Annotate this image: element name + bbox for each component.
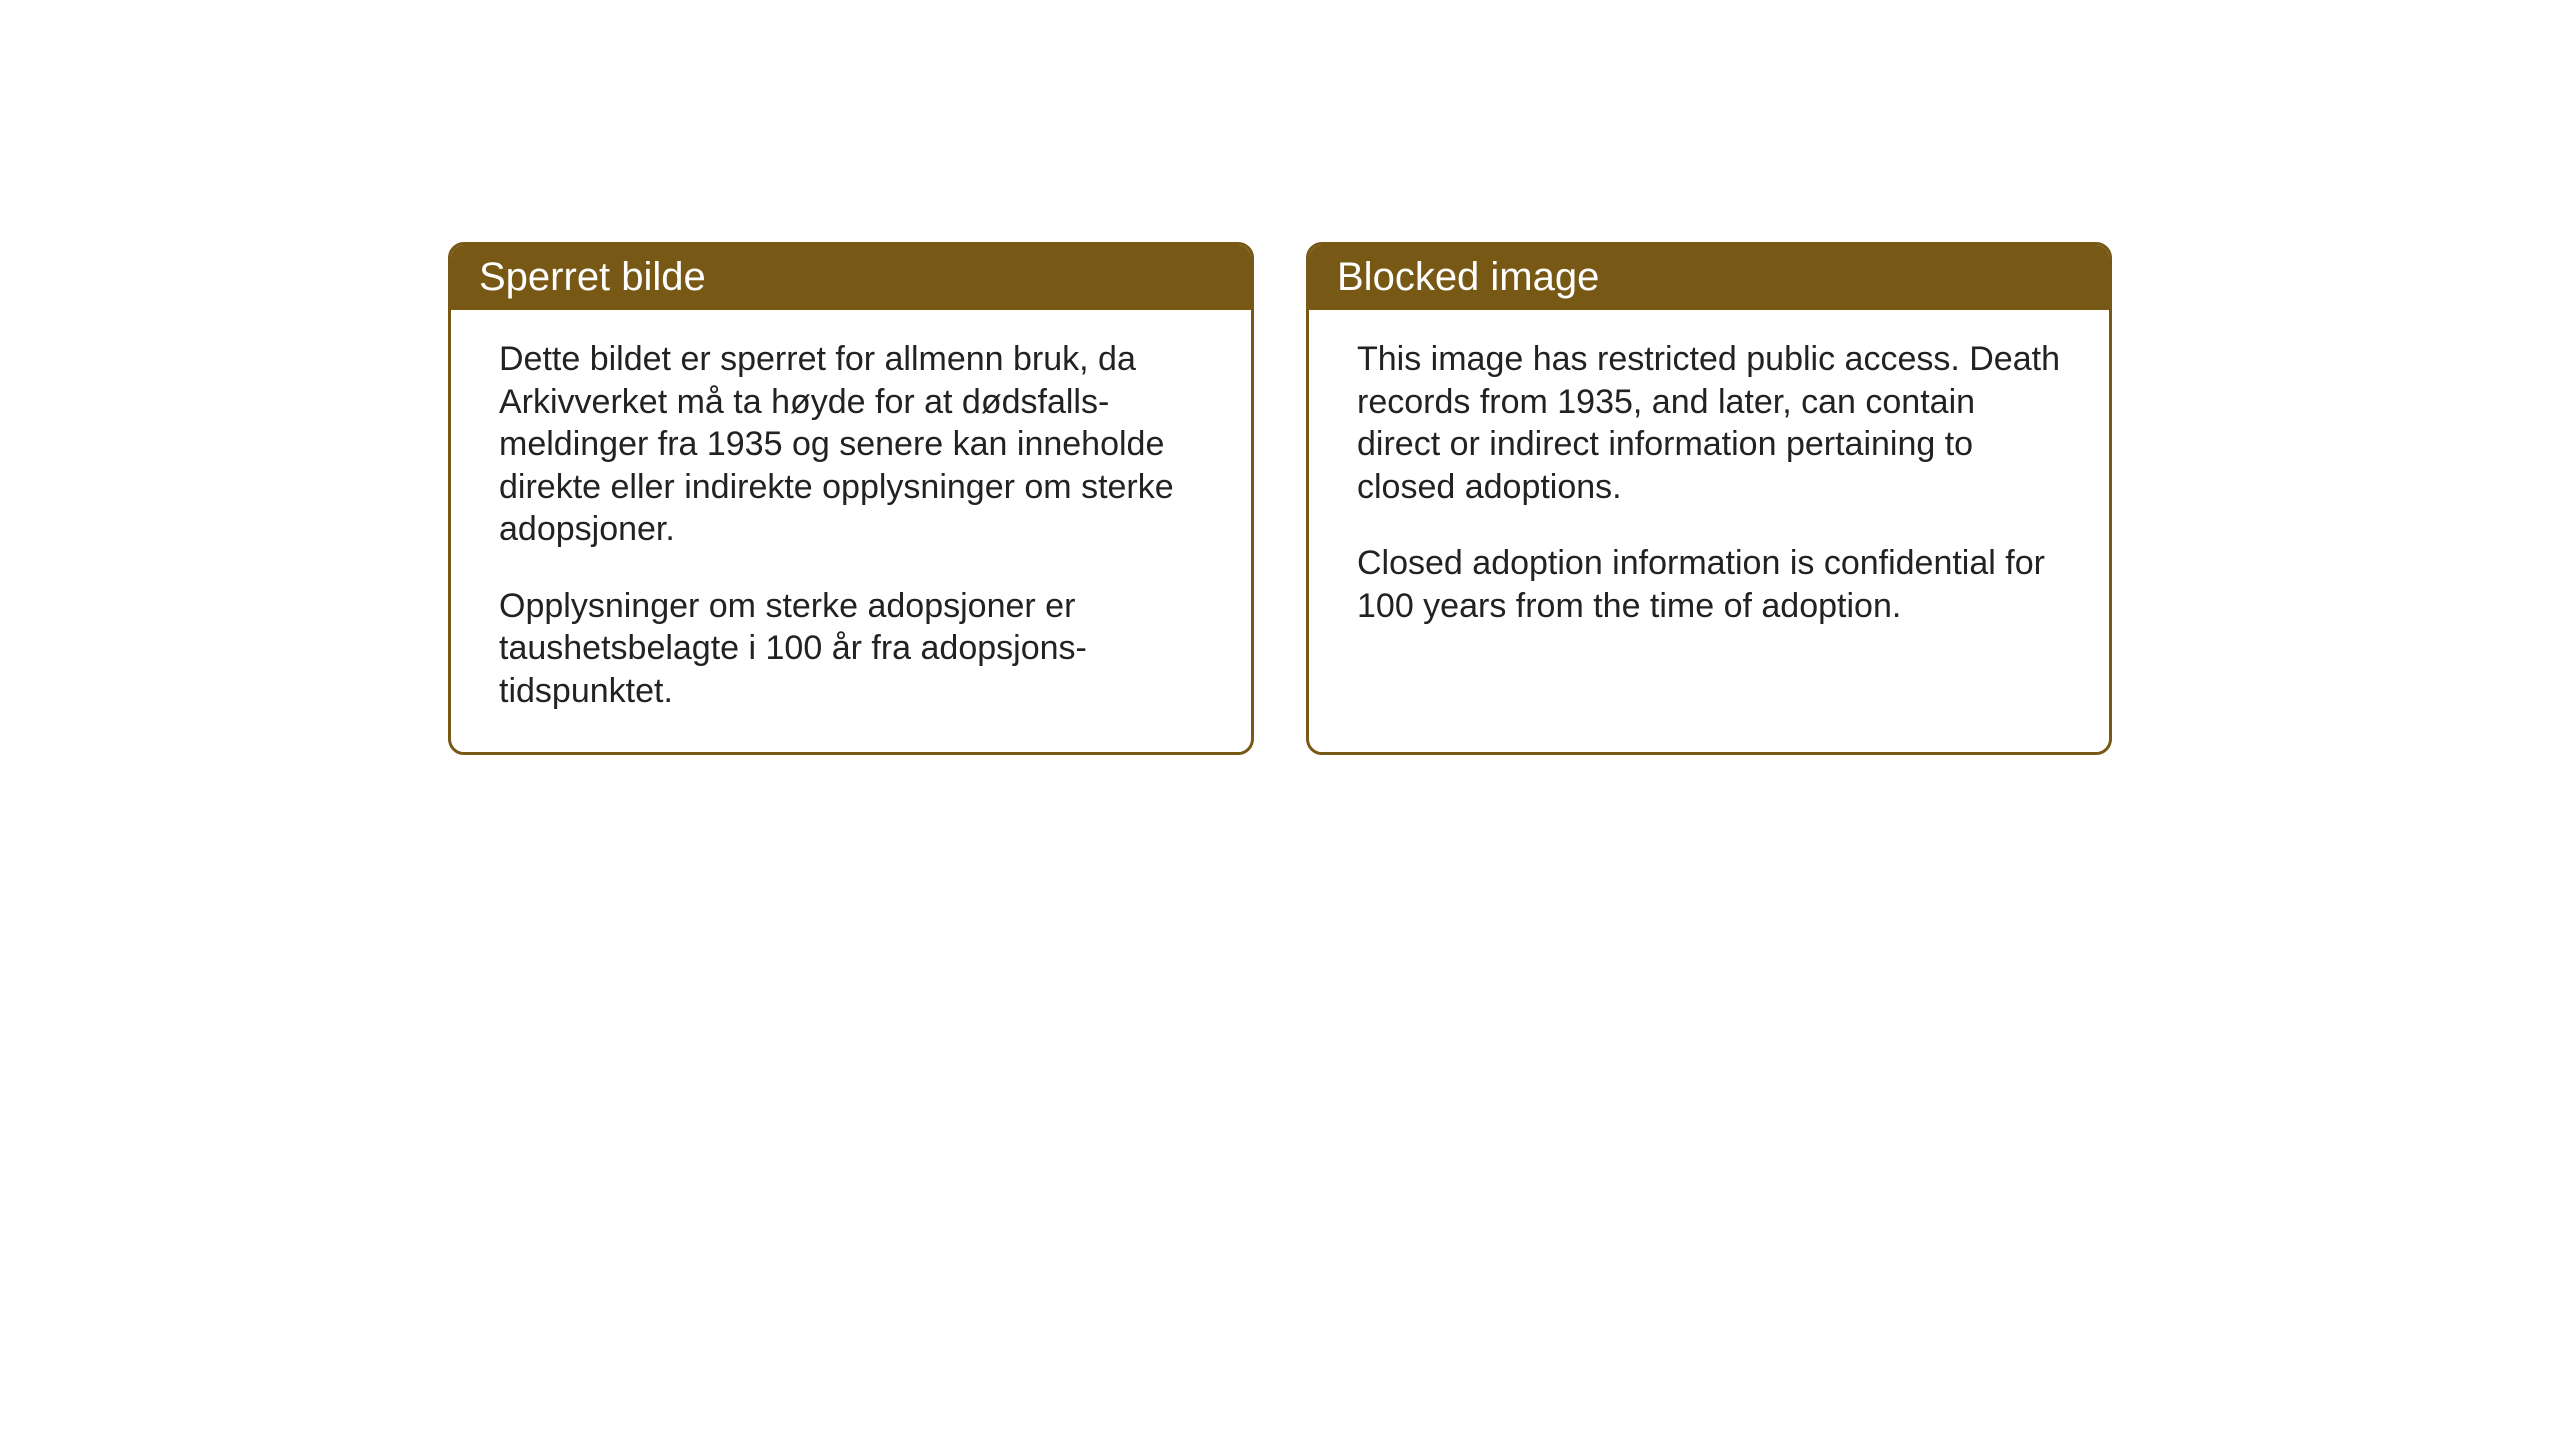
card-paragraph-2-norwegian: Opplysninger om sterke adopsjoner er tau… — [499, 585, 1203, 713]
card-body-norwegian: Dette bildet er sperret for allmenn bruk… — [451, 310, 1251, 752]
card-title-english: Blocked image — [1337, 255, 1599, 299]
card-body-english: This image has restricted public access.… — [1309, 310, 2109, 730]
card-header-english: Blocked image — [1309, 245, 2109, 310]
card-paragraph-2-english: Closed adoption information is confident… — [1357, 542, 2061, 627]
notice-container: Sperret bilde Dette bildet er sperret fo… — [448, 242, 2112, 755]
blocked-image-card-english: Blocked image This image has restricted … — [1306, 242, 2112, 755]
blocked-image-card-norwegian: Sperret bilde Dette bildet er sperret fo… — [448, 242, 1254, 755]
card-title-norwegian: Sperret bilde — [479, 255, 706, 299]
card-paragraph-1-norwegian: Dette bildet er sperret for allmenn bruk… — [499, 338, 1203, 551]
card-paragraph-1-english: This image has restricted public access.… — [1357, 338, 2061, 508]
card-header-norwegian: Sperret bilde — [451, 245, 1251, 310]
